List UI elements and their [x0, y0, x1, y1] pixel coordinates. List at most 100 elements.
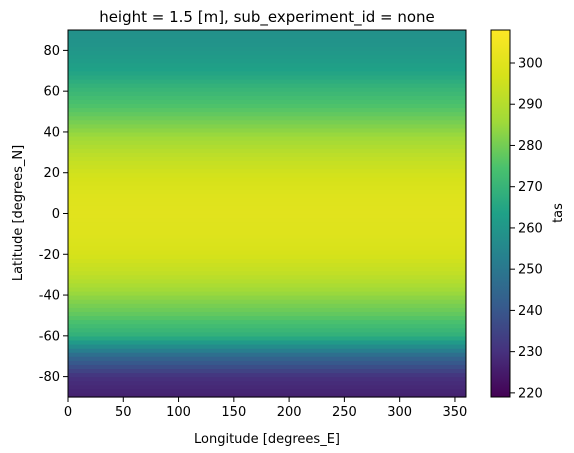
- heatmap-band: [68, 168, 466, 174]
- heatmap-band: [68, 74, 466, 80]
- heatmap-band: [68, 205, 466, 211]
- colorbar-tick-label: 230: [518, 345, 543, 360]
- x-tick-label: 100: [166, 405, 191, 420]
- heatmap-band: [68, 209, 466, 215]
- heatmap-band: [68, 392, 466, 398]
- y-tick-label: 20: [43, 166, 60, 181]
- heatmap-band: [68, 50, 466, 56]
- heatmap-band: [68, 335, 466, 341]
- heatmap-band: [68, 160, 466, 166]
- heatmap-band: [68, 152, 466, 158]
- y-tick-label: 0: [52, 207, 60, 222]
- x-tick-label: 50: [115, 405, 132, 420]
- heatmap-band: [68, 38, 466, 43]
- colorbar-tick-label: 260: [518, 221, 543, 236]
- y-tick-label: -60: [39, 329, 60, 344]
- heatmap-band: [68, 343, 466, 349]
- heatmap-band: [68, 213, 466, 219]
- heatmap-band: [68, 193, 466, 198]
- heatmap-band: [68, 184, 466, 190]
- heatmap-band: [68, 189, 466, 194]
- heatmap-band: [68, 352, 466, 357]
- x-axis-label: Longitude [degrees_E]: [194, 432, 340, 447]
- heatmap-band: [68, 115, 466, 121]
- heatmap-band: [68, 83, 466, 88]
- heatmap-band: [68, 180, 466, 186]
- colorbar-tick-label: 240: [518, 304, 543, 319]
- x-tick-label: 0: [64, 405, 72, 420]
- heatmap-band: [68, 315, 466, 321]
- heatmap-band: [68, 78, 466, 84]
- heatmap-band: [68, 62, 466, 68]
- y-tick-label: 80: [43, 44, 60, 59]
- heatmap-band: [68, 360, 466, 365]
- heatmap-plot-area: [68, 30, 466, 398]
- heatmap-band: [68, 286, 466, 292]
- heatmap-band: [68, 274, 466, 280]
- heatmap-band: [68, 201, 466, 206]
- heatmap-band: [68, 242, 466, 247]
- y-tick-label: 60: [43, 85, 60, 100]
- colorbar: [490, 29, 511, 398]
- x-tick-label: 300: [387, 405, 412, 420]
- heatmap-band: [68, 339, 466, 345]
- heatmap-band: [68, 311, 466, 317]
- heatmap-band: [68, 323, 466, 329]
- y-tick-label: -80: [39, 370, 60, 385]
- heatmap-band: [68, 356, 466, 361]
- heatmap-band: [68, 148, 466, 153]
- heatmap-band: [68, 46, 466, 51]
- heatmap-band: [68, 368, 466, 374]
- heatmap-band: [68, 270, 466, 276]
- heatmap-band: [68, 30, 466, 35]
- heatmap-band: [68, 119, 466, 125]
- colorbar-tick-label: 270: [518, 180, 543, 195]
- heatmap-band: [68, 34, 466, 39]
- colorbar-tick-label: 250: [518, 263, 543, 278]
- heatmap-band: [68, 144, 466, 149]
- colorbar-label: tas: [551, 203, 566, 223]
- heatmap-band: [68, 107, 466, 113]
- heatmap-band: [68, 319, 466, 325]
- heatmap-band: [68, 95, 466, 100]
- heatmap-band: [68, 388, 466, 394]
- heatmap-band: [68, 58, 466, 64]
- x-tick-label: 150: [221, 405, 246, 420]
- heatmap-band: [68, 111, 466, 117]
- colorbar-tick-label: 290: [518, 98, 543, 113]
- heatmap-band: [68, 123, 466, 129]
- heatmap-band: [68, 87, 466, 92]
- heatmap-band: [68, 295, 466, 300]
- x-tick-label: 200: [277, 405, 302, 420]
- heatmap-band: [68, 348, 466, 353]
- heatmap-band: [68, 380, 466, 386]
- heatmap-band: [68, 254, 466, 259]
- heatmap-band: [68, 250, 466, 255]
- heatmap-band: [68, 127, 466, 133]
- heatmap-band: [68, 225, 466, 231]
- heatmap-band: [68, 372, 466, 378]
- heatmap-band: [68, 66, 466, 72]
- colorbar-tick-label: 220: [518, 386, 543, 401]
- heatmap-band: [68, 197, 466, 202]
- heatmap-band: [68, 172, 466, 178]
- heatmap-band: [68, 331, 466, 337]
- heatmap-band: [68, 384, 466, 390]
- heatmap-band: [68, 246, 466, 251]
- heatmap-band: [68, 307, 466, 312]
- heatmap-band: [68, 299, 466, 304]
- heatmap-band: [68, 278, 466, 284]
- heatmap-band: [68, 103, 466, 109]
- heatmap-band: [68, 233, 466, 239]
- heatmap-band: [68, 266, 466, 272]
- heatmap-band: [68, 282, 466, 288]
- heatmap-band: [68, 136, 466, 141]
- colorbar-tick-label: 300: [518, 56, 543, 71]
- heatmap-band: [68, 156, 466, 162]
- heatmap-band: [68, 217, 466, 223]
- heatmap-band: [68, 70, 466, 76]
- colorbar-ticks: 220 230 240 250 260 270 280 290 300: [510, 56, 543, 401]
- heatmap-band: [68, 237, 466, 243]
- heatmap-band: [68, 42, 466, 47]
